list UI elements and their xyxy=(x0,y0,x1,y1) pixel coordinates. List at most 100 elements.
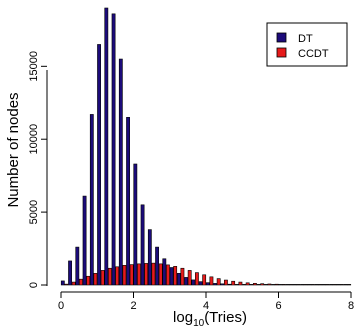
legend-label-ccdt: CCDT xyxy=(298,48,329,60)
bar-ccdt-6 xyxy=(108,267,112,286)
x-tick-label-4: 8 xyxy=(348,300,354,312)
bar-dt-4 xyxy=(89,114,94,286)
bar-ccdt-1 xyxy=(71,281,76,286)
bar-dt-16 xyxy=(176,273,181,286)
bar-dt-27 xyxy=(256,284,261,286)
bar-ccdt-33 xyxy=(303,284,308,286)
y-tick-label-0: 0 xyxy=(28,282,40,288)
bar-dt-17 xyxy=(184,277,188,286)
y-axis-title: Number of nodes xyxy=(5,92,22,207)
bar-ccdt-15 xyxy=(173,266,178,286)
x-tick-label-3: 6 xyxy=(275,300,281,312)
bar-ccdt-11 xyxy=(144,263,149,286)
bar-dt-2 xyxy=(75,246,80,286)
bar-ccdt-19 xyxy=(202,274,207,286)
bar-ccdt-3 xyxy=(86,275,91,286)
bar-ccdt-0 xyxy=(64,283,69,286)
legend-swatch-dt xyxy=(276,32,287,43)
bar-ccdt-24 xyxy=(238,281,243,286)
y-tick-label-3: 15000 xyxy=(28,51,40,82)
bar-ccdt-18 xyxy=(195,272,199,286)
bar-ccdt-5 xyxy=(100,270,105,286)
bar-dt-25 xyxy=(242,284,246,286)
bar-ccdt-22 xyxy=(224,279,228,286)
x-tick-label-0: 0 xyxy=(58,300,64,312)
bar-dt-9 xyxy=(126,117,130,286)
bar-ccdt-26 xyxy=(253,283,257,286)
bar-ccdt-35 xyxy=(318,284,323,286)
bar-ccdt-29 xyxy=(274,283,279,286)
bar-dt-3 xyxy=(82,195,87,286)
legend-label-dt: DT xyxy=(298,33,313,45)
bar-ccdt-4 xyxy=(93,273,98,286)
bar-dt-15 xyxy=(169,267,174,286)
bar-ccdt-9 xyxy=(129,264,134,286)
bar-dt-7 xyxy=(111,13,116,286)
bar-dt-0 xyxy=(60,280,65,286)
bar-dt-18 xyxy=(191,279,196,286)
bar-dt-19 xyxy=(198,281,203,286)
y-axis: 0 5000 10000 15000 xyxy=(28,51,48,288)
bar-ccdt-32 xyxy=(296,284,301,286)
x-axis: 0 2 4 6 8 xyxy=(58,291,354,312)
bar-ccdt-34 xyxy=(311,284,315,286)
bar-dt-33 xyxy=(300,284,304,286)
bar-dt-34 xyxy=(307,284,312,286)
bar-dt-37 xyxy=(329,284,333,286)
bar-dt-22 xyxy=(220,283,225,286)
bar-ccdt-13 xyxy=(158,263,163,286)
bar-ccdt-25 xyxy=(245,282,250,286)
bar-dt-5 xyxy=(97,44,101,286)
plot-area xyxy=(60,7,352,286)
bar-dt-31 xyxy=(285,284,290,286)
bar-dt-39 xyxy=(343,284,348,286)
bar-dt-6 xyxy=(104,7,109,286)
legend-box xyxy=(266,22,348,67)
legend: DT CCDT xyxy=(266,22,348,67)
bar-ccdt-21 xyxy=(216,278,221,286)
bar-ccdt-8 xyxy=(122,265,127,286)
bar-ccdt-23 xyxy=(231,280,236,286)
bar-dt-23 xyxy=(227,283,232,286)
bar-dt-29 xyxy=(271,284,275,286)
bar-dt-8 xyxy=(118,58,123,286)
bar-dt-13 xyxy=(155,246,159,286)
bar-dt-26 xyxy=(249,284,254,286)
bar-ccdt-30 xyxy=(282,284,286,286)
bar-ccdt-12 xyxy=(151,262,156,286)
bar-ccdt-20 xyxy=(209,276,214,286)
bar-ccdt-14 xyxy=(166,264,170,286)
legend-swatch-ccdt xyxy=(276,47,287,58)
bar-dt-35 xyxy=(314,284,319,286)
bar-dt-1 xyxy=(68,260,72,286)
bar-dt-12 xyxy=(147,229,152,286)
bar-dt-32 xyxy=(292,284,297,286)
bar-dt-38 xyxy=(336,284,341,286)
bar-dt-36 xyxy=(321,284,326,286)
y-tick-label-1: 5000 xyxy=(28,200,40,224)
bar-ccdt-7 xyxy=(115,266,120,286)
bar-dt-21 xyxy=(213,283,217,286)
bar-dt-30 xyxy=(278,284,283,286)
bar-dt-28 xyxy=(263,284,268,286)
bar-ccdt-36 xyxy=(325,284,330,286)
x-tick-label-1: 2 xyxy=(130,300,136,312)
bar-ccdt-17 xyxy=(187,270,192,286)
bar-dt-10 xyxy=(133,163,138,286)
bar-dt-14 xyxy=(162,258,167,286)
y-tick-label-2: 10000 xyxy=(28,124,40,155)
bar-ccdt-2 xyxy=(79,278,83,286)
bar-ccdt-37 xyxy=(332,284,337,286)
bar-dt-20 xyxy=(205,282,210,286)
x-tick-label-2: 4 xyxy=(203,300,209,312)
bar-ccdt-27 xyxy=(260,283,265,286)
bar-ccdt-39 xyxy=(347,284,352,286)
bar-ccdt-10 xyxy=(137,263,141,286)
x-axis-title: log10(Tries) xyxy=(173,309,247,329)
bar-dt-24 xyxy=(234,284,239,286)
bar-ccdt-38 xyxy=(340,284,344,286)
bar-ccdt-31 xyxy=(289,284,294,286)
bar-ccdt-28 xyxy=(267,283,272,286)
bar-dt-11 xyxy=(140,204,145,286)
